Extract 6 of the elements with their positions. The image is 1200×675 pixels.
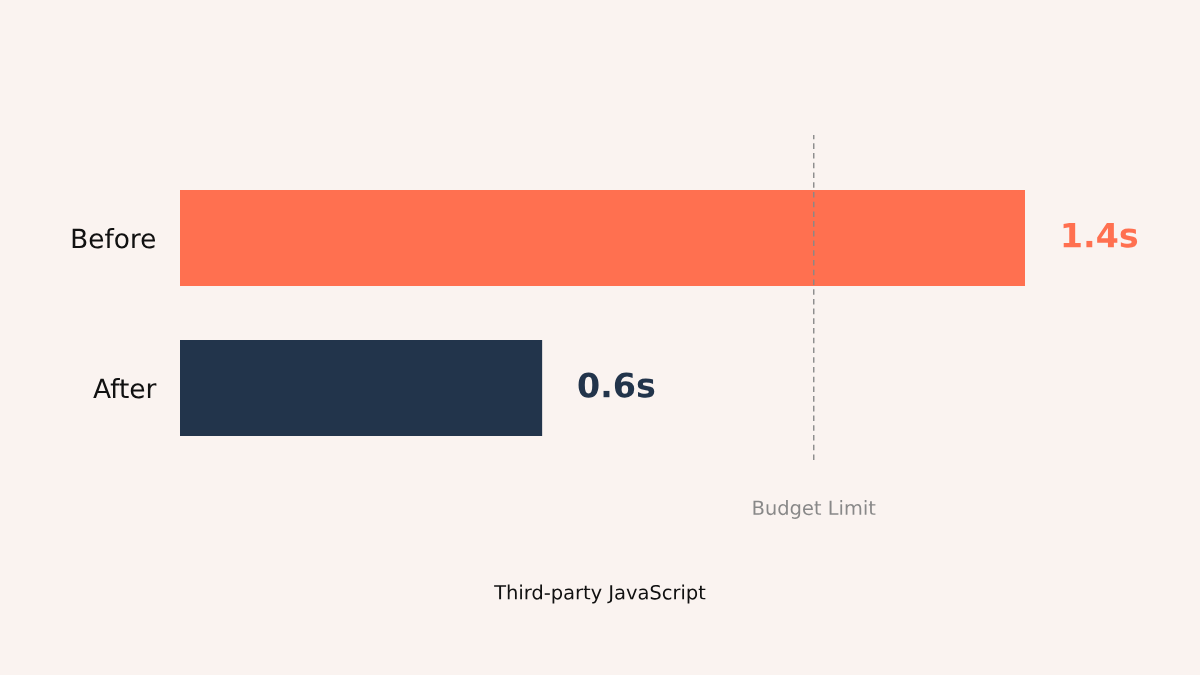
data-label: 0.6s [578, 372, 655, 398]
ref-line-label: Budget Limit [753, 500, 876, 519]
text: Third-party JavaScript [494, 584, 706, 604]
y-tick-label: After [93, 377, 157, 399]
data-label: 1.4s [1063, 222, 1138, 248]
y-tick-label: Before [72, 228, 155, 249]
